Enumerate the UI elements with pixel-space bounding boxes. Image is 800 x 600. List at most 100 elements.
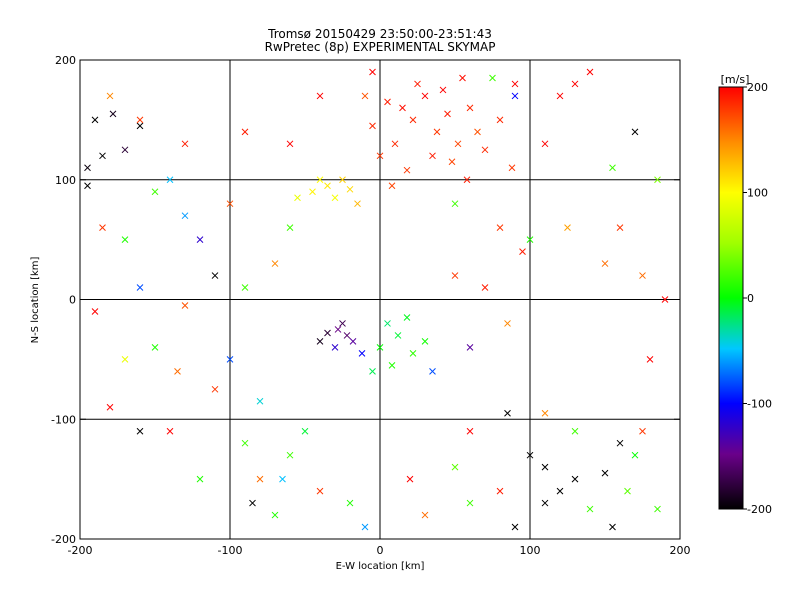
x-tick-label: -200 (68, 544, 93, 557)
data-point-cross (121, 146, 129, 154)
data-point-cross (646, 356, 654, 363)
colorbar-tick-label: 200 (747, 81, 768, 94)
data-point-cross (211, 385, 219, 393)
data-point-cross (121, 236, 129, 243)
data-point-cross (271, 511, 279, 519)
data-point-cross (541, 409, 549, 417)
x-tick-label: 200 (670, 544, 691, 557)
data-point-cross (511, 92, 519, 100)
data-point-cross (511, 523, 519, 531)
data-point-cross (136, 122, 144, 130)
data-point-cross (166, 176, 174, 184)
data-point-cross (294, 194, 301, 202)
data-point-cross (256, 475, 264, 483)
data-point-cross (286, 451, 294, 459)
data-point-cross (406, 475, 414, 483)
data-point-cross (421, 92, 429, 100)
data-point-cross (624, 487, 631, 495)
data-point-cross (91, 116, 99, 124)
data-point-cross (324, 329, 331, 337)
colorbar-unit-label: [m/s] (721, 73, 750, 86)
data-point-cross (151, 188, 159, 196)
data-point-cross (571, 80, 579, 88)
data-point-cross (481, 146, 489, 154)
data-point-cross (481, 284, 489, 291)
data-point-cross (601, 260, 609, 267)
data-point-cross (226, 200, 234, 208)
data-point-cross (616, 439, 624, 447)
data-point-cross (571, 475, 579, 483)
data-point-cross (339, 320, 346, 327)
colorbar-tick-label: 100 (747, 187, 768, 200)
data-point-cross (84, 182, 91, 190)
data-point-cross (454, 140, 462, 148)
data-point-cross (91, 308, 99, 315)
data-point-cross (376, 152, 384, 160)
data-point-cross (279, 475, 286, 483)
y-axis-ticks: -200 -100 0 100 200 (51, 54, 680, 546)
data-point-cross (376, 344, 384, 351)
chart-title: Tromsø 20150429 23:50:00-23:51:43 (267, 27, 492, 41)
data-point-cross (451, 200, 459, 208)
data-point-cross (339, 176, 346, 184)
y-tick-label: 0 (69, 294, 76, 307)
data-point-cross (466, 344, 474, 351)
x-tick-label: 100 (520, 544, 541, 557)
data-point-cross (331, 194, 339, 202)
data-point-cross (316, 92, 324, 100)
data-point-cross (354, 200, 361, 208)
data-point-cross (448, 158, 456, 166)
data-point-cross (399, 104, 406, 112)
data-point-cross (166, 427, 174, 435)
data-point-cross (324, 182, 331, 190)
data-point-cross (496, 487, 504, 495)
data-point-cross (388, 362, 396, 369)
data-point-cross (394, 332, 402, 339)
data-point-cross (211, 272, 219, 279)
data-point-cross (334, 326, 342, 333)
data-point-cross (403, 166, 411, 174)
data-point-cross (616, 224, 624, 232)
colorbar-tick-label: -200 (747, 503, 772, 516)
y-tick-label: 100 (55, 174, 76, 187)
data-point-cross (631, 451, 639, 459)
data-point-cross (439, 86, 447, 94)
data-point-cross (384, 320, 391, 327)
data-point-cross (526, 451, 534, 459)
data-point-cross (463, 176, 471, 184)
colorbar-tick-label: 0 (747, 292, 754, 305)
data-point-cross (466, 499, 474, 507)
data-point-cross (286, 140, 294, 148)
data-point-cross (181, 212, 189, 220)
data-point-cross (346, 499, 354, 507)
data-point-cross (504, 409, 511, 417)
data-point-cross (106, 403, 114, 411)
x-tick-label: 0 (377, 544, 384, 557)
x-axis-ticks: -200 -100 0 100 200 (68, 60, 691, 557)
data-point-cross (346, 185, 354, 193)
data-point-cross (414, 80, 421, 88)
data-point-cross (136, 284, 144, 291)
data-point-cross (316, 176, 324, 184)
data-point-cross (391, 140, 399, 148)
data-point-cross (384, 98, 391, 106)
data-point-cross (409, 116, 417, 124)
data-point-cross (466, 427, 474, 435)
data-point-cross (316, 487, 324, 495)
data-point-cross (444, 110, 451, 118)
data-point-cross (639, 427, 646, 435)
data-point-cross (369, 122, 376, 130)
data-point-cross (99, 152, 106, 160)
data-point-cross (541, 463, 549, 471)
data-point-cross (541, 140, 549, 148)
data-point-cross (241, 284, 249, 291)
data-point-cross (84, 164, 91, 172)
data-point-cross (496, 116, 504, 124)
chart-subtitle: RwPretec (8p) EXPERIMENTAL SKYMAP (265, 40, 496, 54)
data-point-cross (286, 224, 294, 232)
data-point-cross (409, 350, 417, 357)
data-point-cross (631, 128, 639, 136)
data-point-cross (358, 350, 366, 357)
data-point-cross (511, 80, 519, 88)
